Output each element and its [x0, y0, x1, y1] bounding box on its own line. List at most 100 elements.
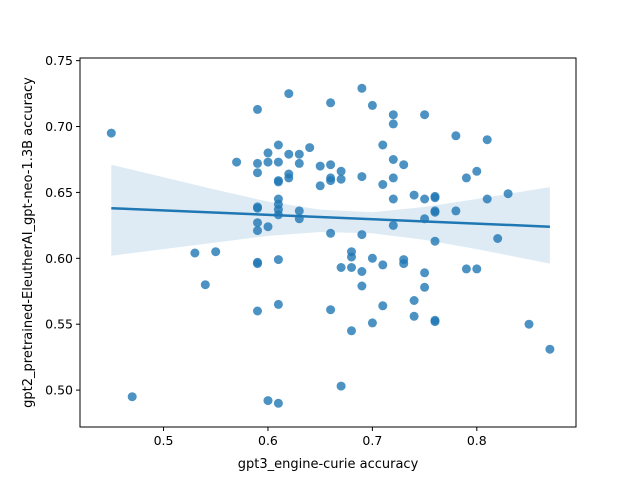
data-point	[409, 296, 419, 305]
data-point	[420, 110, 430, 120]
data-point	[388, 119, 398, 129]
y-tick-label: 0.60	[45, 251, 73, 266]
x-tick-label: 0.5	[154, 433, 174, 448]
data-point	[409, 311, 419, 321]
data-point	[294, 158, 304, 168]
data-point	[284, 173, 294, 183]
data-point	[232, 157, 242, 167]
data-point	[430, 317, 440, 327]
y-axis-label: gpt2_pretrained-EleutherAI_gpt-neo-1.3B …	[21, 77, 36, 408]
data-point	[472, 264, 482, 274]
data-point	[273, 140, 283, 150]
regression-line-layer	[111, 206, 550, 228]
data-point	[357, 230, 367, 240]
data-point	[378, 301, 388, 311]
data-point	[315, 181, 325, 191]
data-point	[347, 326, 356, 336]
data-point	[273, 157, 283, 167]
plot-area	[80, 58, 576, 427]
data-point	[388, 155, 398, 164]
data-point	[420, 282, 430, 292]
data-point	[336, 166, 346, 176]
data-point	[367, 100, 377, 110]
data-point	[388, 220, 398, 230]
data-point	[326, 305, 336, 315]
data-point	[430, 236, 440, 246]
data-point	[326, 160, 336, 170]
data-point	[294, 206, 304, 216]
data-point	[284, 89, 294, 99]
data-point	[378, 180, 388, 189]
x-tick-label: 0.7	[362, 433, 382, 448]
data-point	[336, 263, 346, 272]
data-point	[357, 172, 367, 182]
y-tick-label: 0.70	[45, 119, 73, 134]
data-point	[263, 148, 273, 158]
data-points-layer	[106, 83, 555, 408]
data-point	[315, 161, 325, 171]
x-axis-label: gpt3_engine-curie accuracy	[238, 457, 419, 472]
data-point	[482, 135, 492, 145]
data-point	[472, 166, 482, 176]
data-point	[461, 264, 471, 274]
data-point	[399, 160, 409, 170]
x-tick-label: 0.8	[467, 433, 487, 448]
data-point	[399, 259, 409, 269]
data-point	[273, 299, 283, 309]
data-point	[284, 149, 294, 159]
data-point	[326, 228, 336, 238]
confidence-band-layer	[111, 164, 550, 264]
data-point	[273, 255, 283, 265]
data-point	[503, 189, 513, 199]
plot-frame	[79, 57, 577, 428]
data-point	[524, 319, 534, 329]
data-point	[357, 267, 367, 276]
data-point	[200, 280, 210, 290]
data-point	[211, 247, 221, 257]
data-point	[253, 218, 262, 228]
data-point	[545, 344, 555, 354]
y-tick-label: 0.75	[45, 53, 73, 68]
data-point	[378, 140, 388, 150]
data-point	[253, 158, 262, 168]
data-point	[326, 176, 336, 186]
data-point	[336, 381, 346, 391]
data-point	[430, 207, 440, 217]
data-point	[253, 168, 262, 178]
data-point	[253, 226, 262, 236]
data-point	[127, 392, 137, 402]
x-tick-label: 0.6	[258, 433, 278, 448]
data-point	[326, 98, 336, 108]
data-point	[294, 149, 304, 159]
data-point	[347, 252, 356, 262]
data-point	[253, 259, 262, 269]
data-point	[493, 234, 503, 243]
data-point	[388, 173, 398, 183]
regression-line	[111, 206, 550, 228]
data-point	[347, 263, 356, 272]
data-point	[482, 194, 492, 204]
data-point	[409, 190, 419, 200]
data-point	[367, 253, 377, 263]
data-point	[190, 248, 200, 258]
data-point	[263, 157, 273, 167]
data-point	[367, 318, 377, 328]
y-tick-label: 0.65	[45, 185, 73, 200]
data-point	[388, 110, 398, 120]
data-point	[253, 203, 262, 213]
data-point	[273, 398, 283, 408]
data-point	[273, 177, 283, 187]
data-point	[305, 143, 315, 153]
y-tick-label: 0.50	[45, 383, 73, 398]
data-point	[388, 194, 398, 204]
data-point	[451, 131, 461, 141]
data-point	[253, 104, 262, 114]
data-point	[253, 306, 262, 316]
data-point	[451, 206, 461, 216]
data-point	[420, 194, 430, 204]
x-axis: 0.5 0.6 0.7 0.8	[154, 427, 487, 448]
data-point	[420, 268, 430, 278]
data-point	[357, 83, 367, 93]
data-point	[336, 174, 346, 184]
